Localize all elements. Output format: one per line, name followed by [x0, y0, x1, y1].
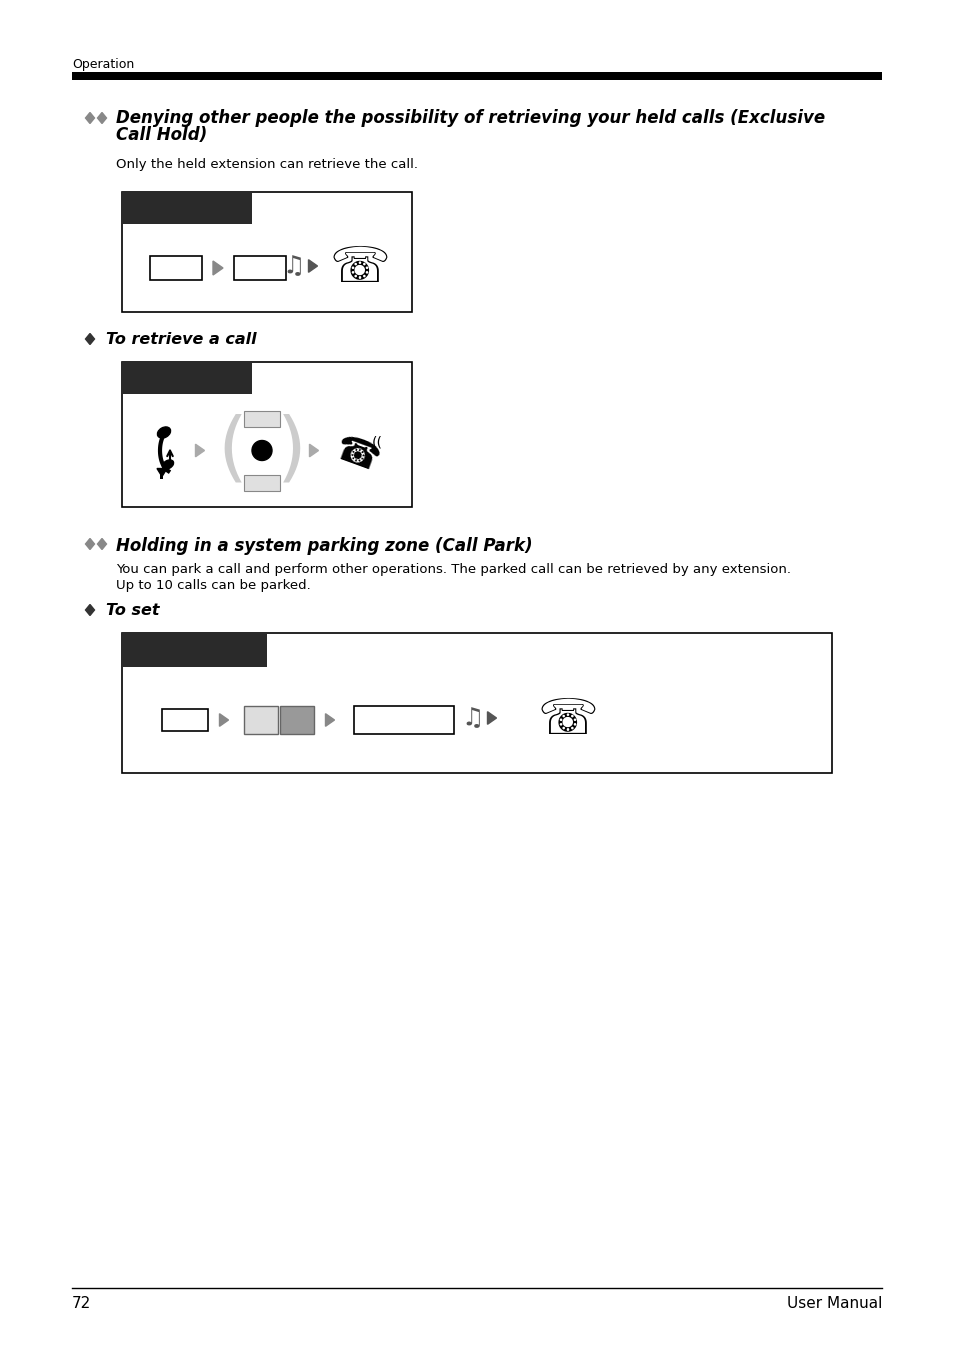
Bar — [233, 255, 286, 280]
Text: To set: To set — [106, 603, 159, 617]
Text: To retrieve a call: To retrieve a call — [106, 332, 256, 347]
Bar — [122, 634, 831, 773]
Bar — [244, 707, 277, 734]
Polygon shape — [195, 444, 204, 457]
Bar — [122, 362, 252, 394]
Text: ☏: ☏ — [537, 696, 598, 744]
Bar — [122, 192, 252, 224]
Text: User Manual: User Manual — [786, 1296, 882, 1310]
Text: You can park a call and perform other operations. The parked call can be retriev: You can park a call and perform other op… — [116, 563, 790, 576]
Polygon shape — [97, 539, 107, 550]
Polygon shape — [157, 469, 167, 477]
Polygon shape — [213, 261, 223, 276]
Polygon shape — [86, 334, 94, 345]
Text: ☏: ☏ — [330, 245, 390, 292]
Text: Operation: Operation — [71, 58, 134, 72]
Ellipse shape — [157, 427, 171, 438]
Bar — [122, 362, 412, 507]
Polygon shape — [308, 259, 317, 273]
Bar — [280, 707, 314, 734]
Bar — [122, 192, 412, 312]
Polygon shape — [86, 604, 94, 616]
Polygon shape — [219, 713, 229, 727]
Bar — [160, 469, 163, 478]
Polygon shape — [97, 112, 107, 123]
Polygon shape — [309, 444, 318, 457]
Text: ☎: ☎ — [330, 432, 383, 480]
Polygon shape — [325, 713, 335, 727]
Text: 72: 72 — [71, 1296, 91, 1310]
Bar — [122, 634, 267, 667]
Polygon shape — [86, 112, 94, 123]
Bar — [162, 709, 208, 731]
Text: Up to 10 calls can be parked.: Up to 10 calls can be parked. — [116, 580, 311, 592]
Bar — [244, 474, 280, 490]
Bar — [150, 255, 202, 280]
Text: ((: (( — [371, 435, 382, 450]
Text: Denying other people the possibility of retrieving your held calls (Exclusive: Denying other people the possibility of … — [116, 109, 824, 127]
Bar — [71, 72, 882, 80]
Text: (: ( — [217, 413, 247, 488]
Text: Only the held extension can retrieve the call.: Only the held extension can retrieve the… — [116, 158, 417, 172]
Polygon shape — [487, 712, 496, 724]
Text: Holding in a system parking zone (Call Park): Holding in a system parking zone (Call P… — [116, 536, 532, 555]
Bar — [354, 707, 454, 734]
Text: ♫: ♫ — [282, 254, 305, 278]
Bar — [244, 411, 280, 427]
Polygon shape — [86, 539, 94, 550]
Text: Call Hold): Call Hold) — [116, 126, 207, 145]
Ellipse shape — [162, 459, 173, 469]
Text: ): ) — [276, 413, 307, 488]
Text: ♫: ♫ — [461, 707, 483, 730]
Circle shape — [252, 440, 272, 461]
